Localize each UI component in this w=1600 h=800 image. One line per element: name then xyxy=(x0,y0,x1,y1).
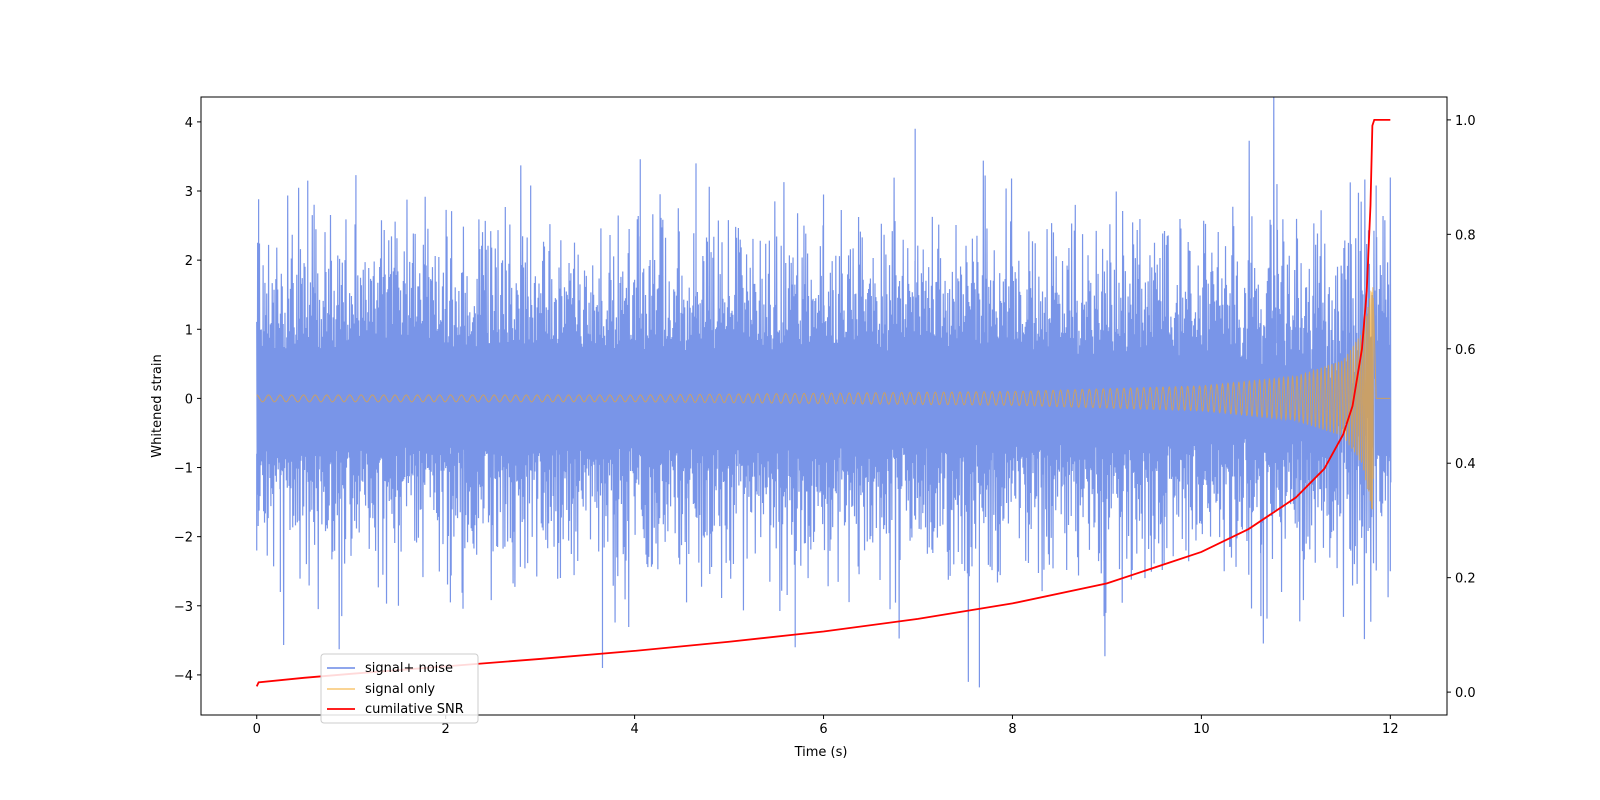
y-tick-label: −1 xyxy=(174,462,193,477)
legend: signal+ noise signal only cumilative SNR xyxy=(320,653,479,724)
y2-tick-label: 0.8 xyxy=(1455,228,1476,243)
y2-tick-label: 0.6 xyxy=(1455,343,1476,358)
y-tick-label: −3 xyxy=(174,600,193,615)
y-tick-label: 2 xyxy=(185,254,193,269)
y2-tick-label: 0.4 xyxy=(1455,457,1476,472)
legend-label-signal-noise: signal+ noise xyxy=(365,661,453,676)
y-tick-label: −4 xyxy=(174,669,193,684)
x-tick-label: 12 xyxy=(1382,722,1399,737)
legend-label-signal-only: signal only xyxy=(365,682,435,697)
legend-box xyxy=(320,653,479,724)
x-axis-label: Time (s) xyxy=(794,745,848,760)
x-tick-label: 4 xyxy=(630,722,638,737)
legend-label-cumulative-snr: cumilative SNR xyxy=(365,702,464,717)
y-tick-label: 4 xyxy=(185,116,193,131)
x-tick-label: 0 xyxy=(253,722,261,737)
y-tick-label: 3 xyxy=(185,185,193,200)
y-tick-label: −2 xyxy=(174,531,193,546)
series-signal-only-line xyxy=(256,287,1391,510)
y-tick-label: 1 xyxy=(185,323,193,338)
x-tick-label: 2 xyxy=(442,722,450,737)
y-axis-label: Whitened strain xyxy=(150,354,165,457)
series-signal-noise-line xyxy=(256,97,1392,688)
y2-tick-label: 1.0 xyxy=(1455,114,1476,129)
x-tick-label: 8 xyxy=(1008,722,1016,737)
x-tick-label: 10 xyxy=(1193,722,1210,737)
x-tick-label: 6 xyxy=(819,722,827,737)
y-tick-label: 0 xyxy=(185,392,193,407)
y2-tick-label: 0.2 xyxy=(1455,572,1476,587)
y2-tick-label: 0.0 xyxy=(1455,686,1476,701)
